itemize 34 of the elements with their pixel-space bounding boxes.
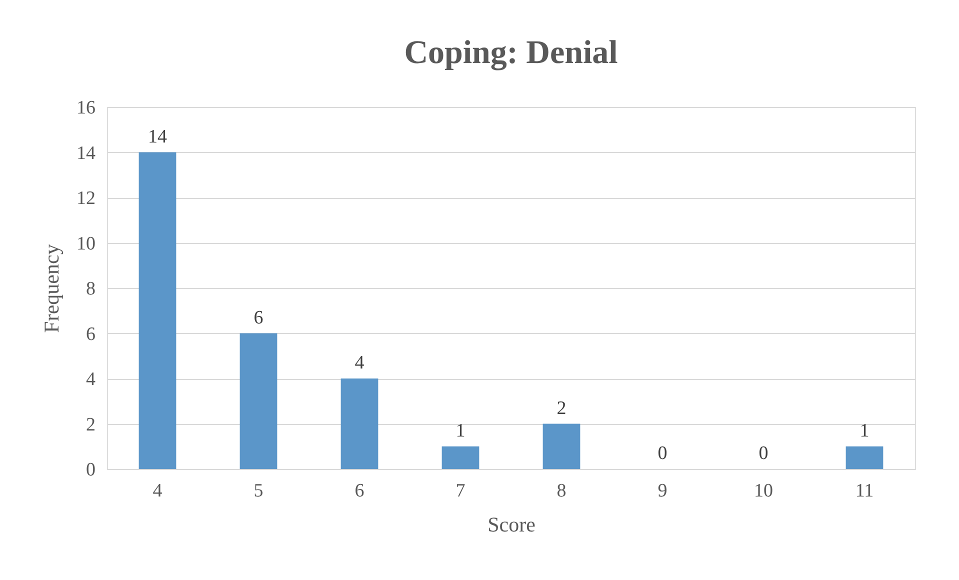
y-tick-label: 8 [86, 278, 96, 300]
data-label: 14 [148, 126, 168, 148]
y-tick-label: 6 [86, 324, 96, 345]
y-tick-label: 16 [76, 98, 96, 118]
y-tick-label: 12 [76, 188, 96, 209]
x-tick-label: 8 [556, 480, 566, 502]
y-tick-label: 2 [86, 414, 96, 436]
y-tick-label: 0 [86, 460, 96, 480]
data-label: 1 [860, 420, 870, 442]
bar [442, 446, 480, 469]
data-label: 1 [456, 420, 466, 442]
y-axis-title: Frequency [40, 244, 64, 333]
bar [846, 446, 884, 469]
data-label: 0 [758, 443, 768, 464]
x-tick-label: 4 [152, 480, 163, 502]
data-label: 2 [556, 398, 566, 419]
x-tick-label: 6 [354, 480, 364, 502]
data-label: 0 [658, 443, 668, 464]
bar [138, 152, 176, 469]
data-label: 6 [254, 307, 264, 328]
y-tick-label: 10 [76, 233, 96, 254]
x-tick-label: 11 [855, 480, 874, 502]
bar [240, 333, 278, 469]
bar [340, 378, 378, 469]
x-tick-label: 7 [456, 480, 466, 502]
x-axis-title: Score [488, 512, 536, 536]
x-tick-label: 10 [754, 480, 773, 502]
chart-title: Coping: Denial [404, 35, 618, 71]
y-tick-label: 14 [76, 142, 96, 164]
x-tick-label: 5 [254, 480, 264, 502]
y-tick-label: 4 [86, 369, 96, 390]
bar [542, 424, 580, 469]
data-label: 4 [354, 352, 365, 374]
x-tick-label: 9 [658, 480, 668, 502]
